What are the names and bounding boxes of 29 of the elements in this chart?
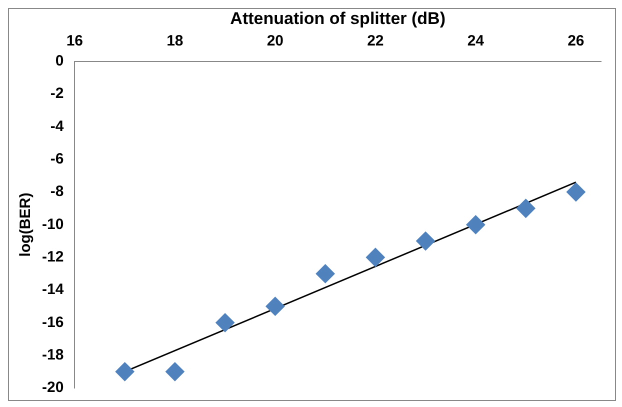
y-tick-label: 0 <box>55 52 64 70</box>
x-tick-label: 26 <box>568 32 584 50</box>
x-tick-label: 18 <box>166 32 184 50</box>
y-tick-label: -10 <box>42 216 64 233</box>
y-tick-label: -18 <box>42 346 64 364</box>
y-tick-label: -16 <box>42 314 64 331</box>
x-axis-title: Attenuation of splitter (dB) <box>230 8 446 28</box>
point <box>266 296 285 316</box>
point <box>516 198 536 218</box>
point <box>316 264 335 284</box>
point <box>165 362 184 382</box>
y-tick-label: -12 <box>42 248 64 266</box>
point <box>366 248 385 267</box>
y-tick-label: -20 <box>42 379 64 396</box>
point <box>416 232 436 251</box>
y-tick-label: -6 <box>50 150 64 168</box>
y-tick-label: -8 <box>50 183 64 200</box>
y-axis-title: log(BER) <box>17 192 34 257</box>
x-tick-label: 24 <box>467 32 485 50</box>
x-tick-label: 22 <box>367 32 384 50</box>
y-tick-label: -4 <box>50 118 64 135</box>
x-tick-label: 16 <box>66 32 84 50</box>
point <box>466 215 486 234</box>
point <box>115 362 134 382</box>
point <box>566 182 586 202</box>
x-tick-label: 20 <box>266 32 284 50</box>
point <box>216 313 235 332</box>
y-tick-label: -14 <box>42 281 64 298</box>
y-tick-label: -2 <box>50 85 64 102</box>
